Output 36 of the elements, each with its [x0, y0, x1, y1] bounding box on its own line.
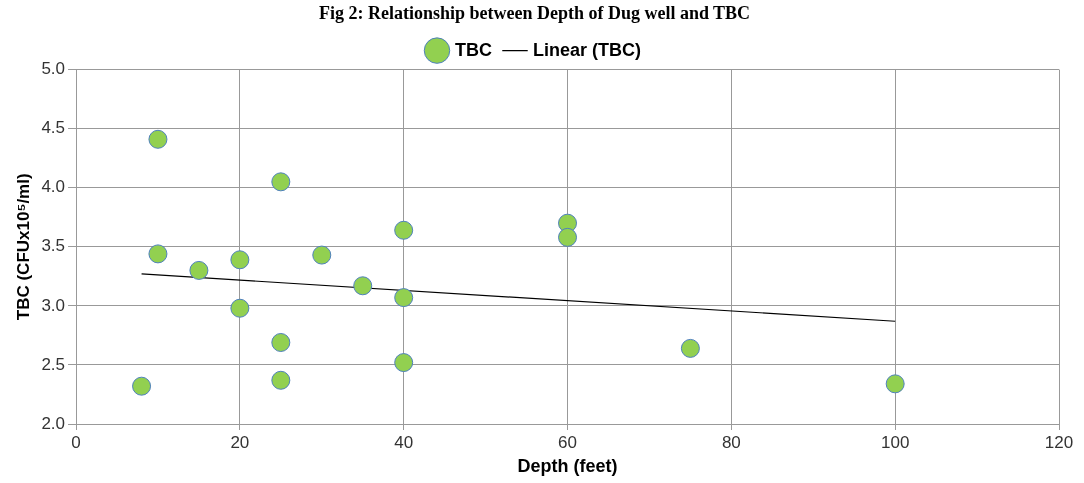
x-tick-label: 120	[1044, 432, 1074, 452]
point	[132, 376, 152, 396]
point	[885, 374, 905, 394]
y-axis-title: TBC (CFUx10⁵/ml)	[13, 173, 33, 321]
x-tick-label: 60	[558, 432, 577, 452]
point	[148, 129, 168, 149]
y-tick-label: 4.0	[41, 177, 66, 197]
point	[230, 250, 250, 270]
point	[558, 227, 578, 247]
point	[312, 245, 332, 265]
y-tick-label: 5.0	[41, 59, 66, 79]
legend-label: Linear (TBC)	[533, 39, 641, 60]
point	[271, 370, 291, 390]
point	[394, 353, 414, 373]
x-tick-label: 0	[71, 432, 81, 452]
point	[189, 260, 209, 280]
legend-label: TBC	[455, 39, 492, 60]
x-axis-title: Depth (feet)	[517, 456, 618, 477]
y-tick-label: 2.5	[41, 354, 66, 374]
point	[230, 298, 250, 318]
point	[148, 244, 168, 264]
point	[271, 172, 291, 192]
x-tick-label: 20	[230, 432, 250, 452]
y-tick-label: 2.0	[41, 413, 66, 433]
y-tick-label: 4.5	[41, 118, 66, 138]
y-tick-label: 3.5	[41, 236, 66, 256]
chart-title: Fig 2: Relationship between Depth of Dug well and TBC	[318, 3, 751, 24]
point	[394, 288, 414, 308]
point	[353, 276, 373, 296]
point	[680, 338, 700, 358]
x-tick-label: 40	[394, 432, 414, 452]
point	[271, 332, 291, 352]
x-tick-label: 80	[721, 432, 741, 452]
point	[394, 220, 414, 240]
y-tick-label: 3.0	[41, 295, 66, 315]
x-tick-label: 100	[880, 432, 910, 452]
